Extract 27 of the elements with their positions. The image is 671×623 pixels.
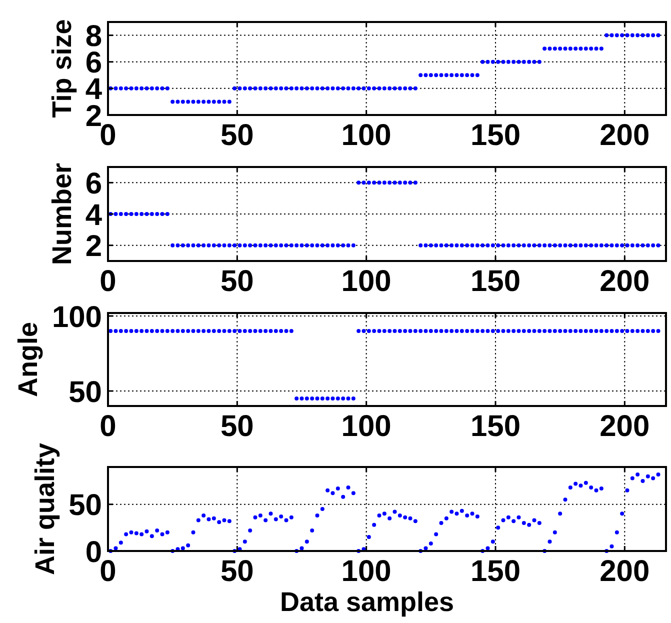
y-tick-label: 6 bbox=[85, 167, 102, 200]
x-tick-label: 200 bbox=[600, 410, 650, 443]
x-tick-label: 150 bbox=[470, 410, 521, 443]
x-tick-label: 150 bbox=[470, 555, 521, 588]
y-axis-title: Number bbox=[47, 162, 77, 266]
x-tick-label: 50 bbox=[220, 119, 254, 152]
x-tick-label: 200 bbox=[600, 265, 650, 298]
y-axis-title: Angle bbox=[13, 322, 43, 398]
y-tick-label: 50 bbox=[68, 489, 102, 522]
y-tick-label: 2 bbox=[85, 230, 102, 264]
x-tick-label: 200 bbox=[600, 555, 650, 588]
x-tick-label: 200 bbox=[600, 119, 650, 152]
y-axis-title: Tip size bbox=[47, 19, 77, 118]
x-axis-title: Data samples bbox=[280, 587, 454, 617]
x-tick-label: 100 bbox=[341, 555, 392, 588]
x-tick-label: 100 bbox=[341, 410, 392, 443]
x-tick-label: 50 bbox=[220, 410, 254, 443]
y-tick-label: 50 bbox=[68, 376, 102, 409]
x-tick-label: 100 bbox=[341, 119, 392, 152]
x-tick-label: 50 bbox=[220, 555, 254, 588]
x-tick-label: 150 bbox=[470, 119, 521, 152]
x-tick-label: 150 bbox=[470, 265, 521, 298]
y-tick-label: 100 bbox=[52, 300, 102, 334]
y-axis-title: Air quality bbox=[30, 442, 60, 576]
x-tick-label: 100 bbox=[341, 265, 392, 298]
y-tick-label: 4 bbox=[85, 198, 102, 232]
x-tick-label: 50 bbox=[220, 265, 254, 298]
